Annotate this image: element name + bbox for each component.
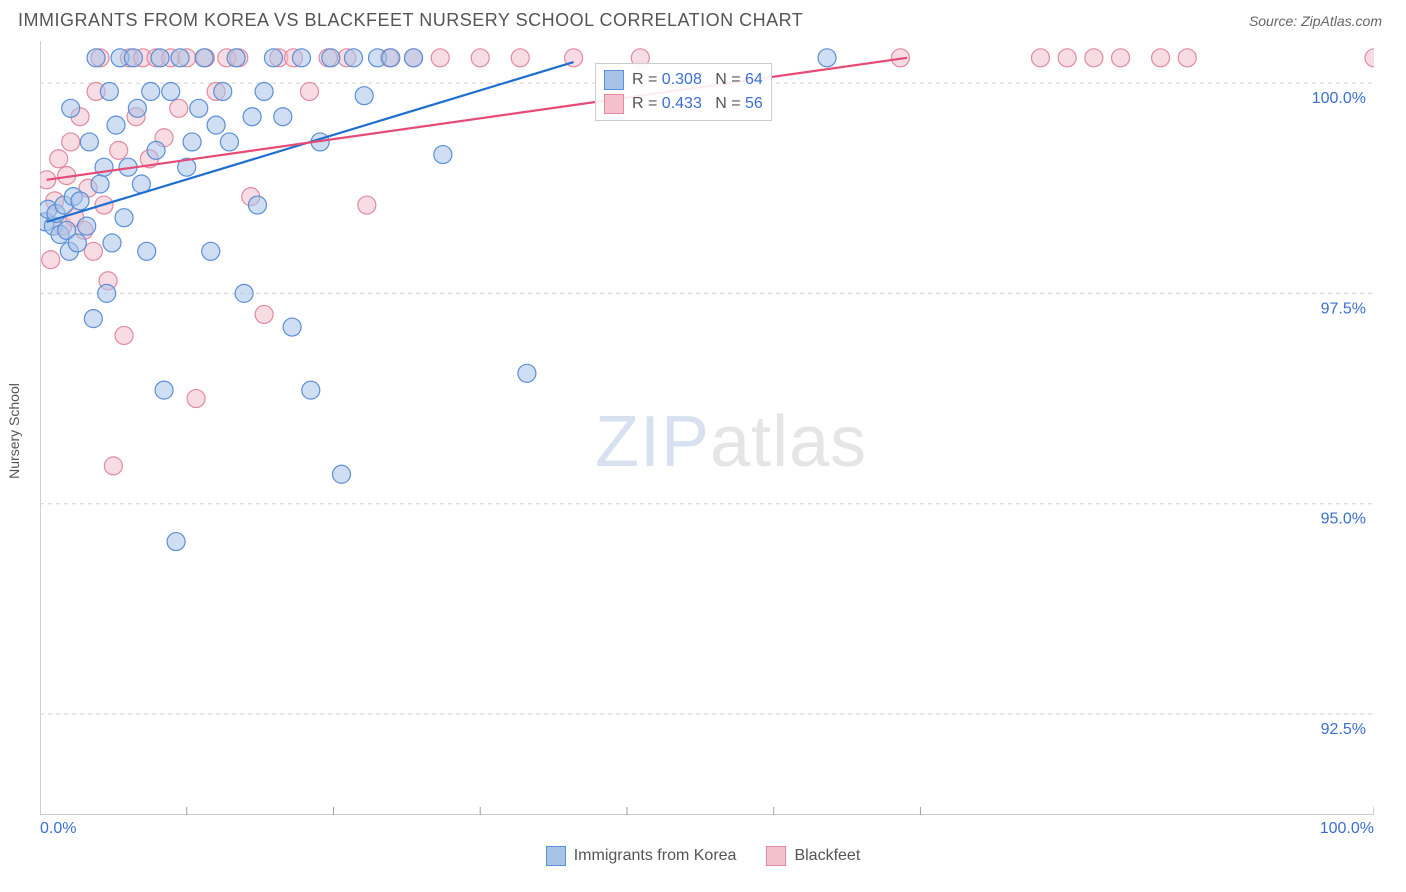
bottom-legend: Immigrants from Korea Blackfeet bbox=[0, 846, 1406, 866]
legend-swatch bbox=[546, 846, 566, 866]
legend-swatch bbox=[766, 846, 786, 866]
svg-text:97.5%: 97.5% bbox=[1321, 300, 1366, 317]
svg-text:100.0%: 100.0% bbox=[1312, 90, 1366, 107]
legend-label: Blackfeet bbox=[794, 847, 860, 865]
stats-legend-box: R = 0.308 N = 64R = 0.433 N = 56 bbox=[595, 63, 772, 121]
chart-title: IMMIGRANTS FROM KOREA VS BLACKFEET NURSE… bbox=[18, 10, 803, 31]
chart-area: Nursery School 92.5%95.0%97.5%100.0% R =… bbox=[40, 41, 1406, 820]
legend-swatch bbox=[604, 94, 624, 114]
legend-swatch bbox=[604, 70, 624, 90]
x-min-label: 0.0% bbox=[40, 820, 76, 838]
y-axis-label: Nursery School bbox=[6, 383, 22, 479]
bottom-legend-item: Immigrants from Korea bbox=[546, 846, 737, 866]
bottom-legend-item: Blackfeet bbox=[766, 846, 860, 866]
x-max-label: 100.0% bbox=[1320, 820, 1374, 838]
svg-text:95.0%: 95.0% bbox=[1321, 511, 1366, 528]
scatter-chart: 92.5% 95.0% 97.5% 100.0% bbox=[40, 41, 1374, 815]
x-axis-tick-labels: 0.0% 100.0% bbox=[40, 820, 1374, 840]
title-bar: IMMIGRANTS FROM KOREA VS BLACKFEET NURSE… bbox=[0, 0, 1406, 37]
svg-text:92.5%: 92.5% bbox=[1321, 721, 1366, 738]
legend-stat-text: R = 0.308 N = 64 bbox=[632, 68, 763, 92]
legend-stat-text: R = 0.433 N = 56 bbox=[632, 92, 763, 116]
legend-label: Immigrants from Korea bbox=[574, 847, 737, 865]
source-label: Source: ZipAtlas.com bbox=[1249, 13, 1382, 29]
